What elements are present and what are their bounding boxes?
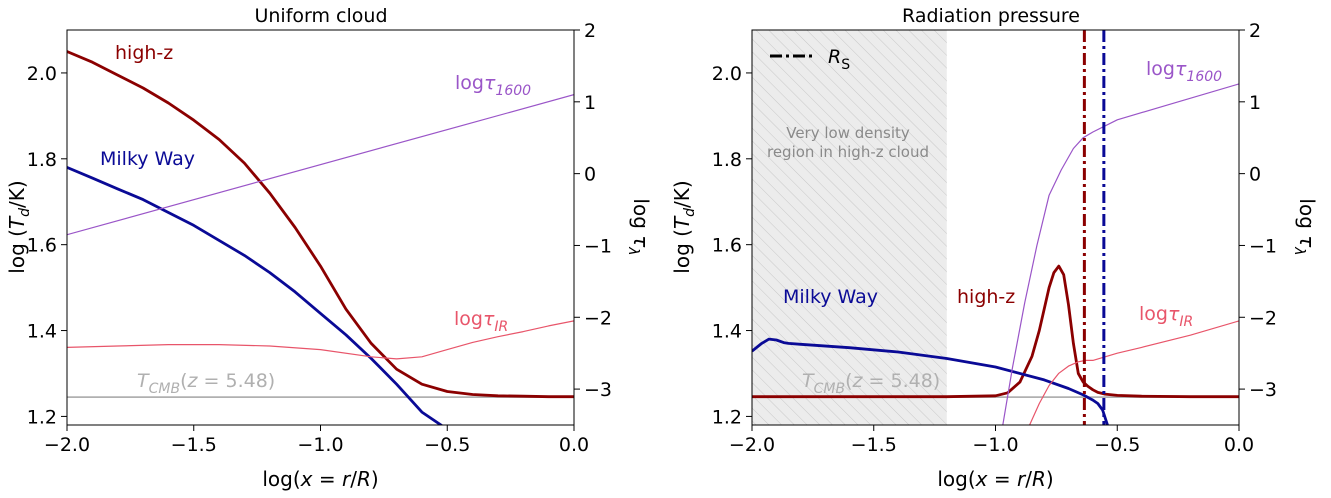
x-tick-label: 0.0 [559,434,589,456]
y-tick-label-right: −1 [1249,235,1277,257]
label-tau-ir: logτIR [454,308,508,335]
shade-label-line1: Very low density [786,124,910,142]
legend: RS [770,46,850,73]
tick-layer: −2.0 −1.5 −1.0 −0.5 0.0 1.2 1.4 1.6 1.8 2.0 −3 −2 −1… [712,20,1277,456]
panel-title: Radiation pressure [902,5,1080,27]
legend-label: RS [828,46,850,73]
series-high-z [752,264,1239,399]
y-tick-label-left: 1.2 [712,406,742,428]
panel-uniform-cloud: Uniform cloud −2.0 −1.5 −1.0 −0.5 0.0 1.2 1.4 1… [5,5,653,491]
tick-layer: −2.0 −1.5 −1.0 −0.5 0.0 1.2 1.4 1.6 1.8 2.0 −3 −2 −1… [27,20,612,456]
series-log-ir [67,320,574,360]
y-tick-label-left: 2.0 [27,63,57,85]
x-tick-label: −1.5 [171,434,217,456]
y-tick-label-left: 1.8 [712,149,742,171]
label-tau-1600: logτ1600 [455,72,531,99]
x-tick-label: −2.0 [44,434,90,456]
series-log-ir [1029,320,1239,425]
panel-radiation-pressure: Radiation pressure −2.0 −1.5 −1.0 −0.5 0.0 1.… [670,5,1319,491]
y-tick-label-right: 0 [1249,164,1261,186]
panel-title: Uniform cloud [254,5,387,27]
y-tick-label-right: 2 [1249,20,1261,42]
x-tick-label: −1.5 [851,434,897,456]
y-tick-label-left: 1.6 [712,235,742,257]
x-tick-label: −1.0 [297,434,343,456]
x-axis-label: log(x = r/R) [937,467,1053,491]
x-tick-label: −2.0 [729,434,775,456]
plot-area [67,50,574,425]
y-tick-label-right: −2 [584,307,612,329]
x-tick-label: −0.5 [1094,434,1140,456]
y-tick-label-right: −3 [584,379,612,401]
y-tick-label-right: −3 [1249,379,1277,401]
label-high-z: high-z [115,42,173,64]
y-tick-label-right: −1 [584,235,612,257]
label-tau-ir: logτIR [1139,303,1193,330]
y-tick-label-left: 1.2 [27,406,57,428]
y-tick-label-right: −2 [1249,307,1277,329]
y-axis-label-left: log (Td/K) [670,180,698,273]
label-tau-1600: logτ1600 [1146,58,1222,85]
x-axis-label: log(x = r/R) [262,467,378,491]
label-high-z: high-z [957,286,1015,308]
y-tick-label-right: 1 [1249,92,1261,114]
y-axis-label-right: log τλ [1291,198,1319,255]
y-axis-label-right: log τλ [625,198,653,255]
y-tick-label-right: 2 [584,20,596,42]
label-cmb: TCMB(z = 5.48) [137,370,275,397]
series-milky-way [67,166,444,425]
series-milky-way [752,337,1109,425]
y-tick-label-right: 0 [584,164,596,186]
label-milky-way: Milky Way [100,148,195,170]
shade-label-line2: region in high-z cloud [767,143,929,161]
series-log-1600 [67,94,574,236]
series-log-1600 [1002,83,1239,425]
y-tick-label-left: 1.4 [27,321,57,343]
y-tick-label-right: 1 [584,92,596,114]
label-milky-way: Milky Way [783,286,878,308]
y-tick-label-left: 1.6 [27,235,57,257]
x-tick-label: −0.5 [424,434,470,456]
plot-area [752,30,1239,425]
y-tick-label-left: 2.0 [712,63,742,85]
y-axis-label-left: log (Td/K) [5,180,33,273]
x-tick-label: 0.0 [1224,434,1254,456]
y-tick-label-left: 1.8 [27,149,57,171]
shaded-region-hatch [752,30,947,425]
x-tick-label: −1.0 [972,434,1018,456]
series-high-z [67,50,574,399]
y-tick-label-left: 1.4 [712,321,742,343]
